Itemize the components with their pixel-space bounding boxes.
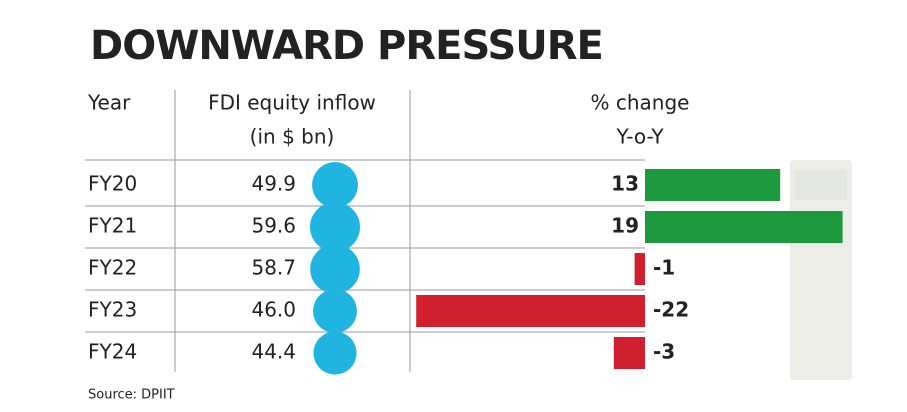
change-bar xyxy=(614,337,645,369)
change-label: 13 xyxy=(611,172,639,196)
chart-title: DOWNWARD PRESSURE xyxy=(90,23,603,69)
change-label: -3 xyxy=(653,340,675,364)
header-inflow-unit: (in $ bn) xyxy=(250,125,335,149)
inflow-label: 59.6 xyxy=(251,214,296,238)
change-bar xyxy=(645,169,780,201)
header-change-unit: Y-o-Y xyxy=(615,125,664,149)
source: Source: DPIIT xyxy=(88,388,175,403)
year-label: FY23 xyxy=(88,298,137,322)
inflow-label: 49.9 xyxy=(251,172,296,196)
change-label: -1 xyxy=(653,256,675,280)
inflow-label: 44.4 xyxy=(251,340,296,364)
change-label: 19 xyxy=(611,214,639,238)
header-year: Year xyxy=(87,91,131,115)
inflow-bubble xyxy=(313,331,356,374)
year-label: FY22 xyxy=(88,256,137,280)
inflow-label: 46.0 xyxy=(251,298,296,322)
inflow-bubble xyxy=(310,244,360,294)
inflow-label: 58.7 xyxy=(251,256,296,280)
header-inflow: FDI equity inflow xyxy=(208,91,376,115)
money-illustration xyxy=(790,160,852,380)
year-label: FY21 xyxy=(88,214,137,238)
change-bar xyxy=(635,253,645,285)
change-bar xyxy=(645,211,843,243)
year-label: FY24 xyxy=(88,340,137,364)
change-label: -22 xyxy=(653,298,689,322)
header-change: % change xyxy=(591,91,690,115)
year-label: FY20 xyxy=(88,172,137,196)
chart: DOWNWARD PRESSURE Year FDI equity inflow… xyxy=(0,0,907,412)
change-bar xyxy=(416,295,645,327)
inflow-bubble xyxy=(313,289,357,333)
inflow-bubble xyxy=(312,162,358,208)
